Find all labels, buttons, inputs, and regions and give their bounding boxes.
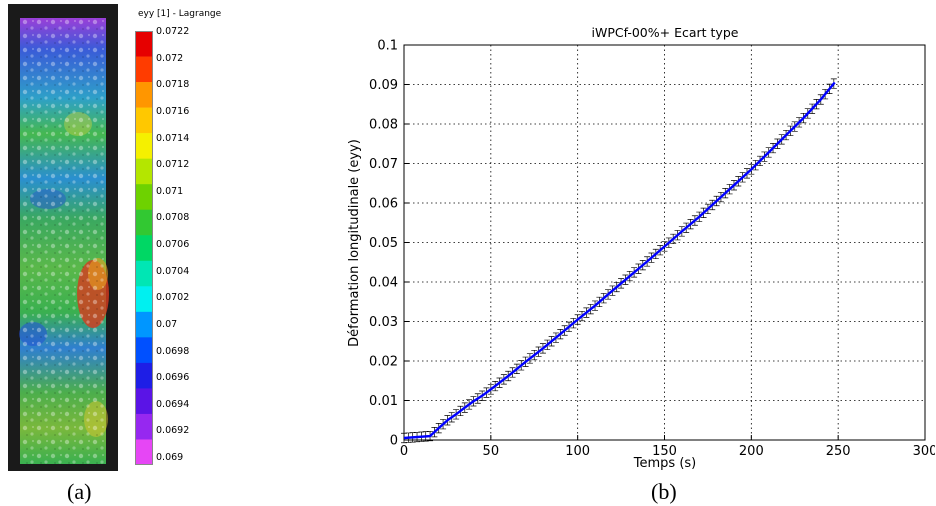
colorbar-segment (135, 31, 153, 57)
error-bars (401, 78, 837, 444)
x-tick-label: 0 (400, 444, 408, 459)
colorbar-title: eyy [1] - Lagrange (138, 9, 222, 19)
x-tick-label: 300 (913, 444, 935, 459)
x-tick-label: 50 (483, 444, 500, 459)
y-tick-label: 0.05 (369, 236, 398, 251)
colorbar-tick-label: 0.0714 (156, 132, 190, 144)
y-tick-label: 0.02 (369, 355, 398, 370)
series-line (403, 81, 836, 440)
colorbar-segment (135, 337, 153, 364)
colorbar-tick-label: 0.0716 (156, 105, 190, 117)
axis-ticks: 0 50 100 150 200 250 300 0 0.01 0.02 0.03 0.04 0.05 0… (369, 39, 935, 460)
colorbar-segment (135, 82, 153, 108)
colorbar-tick-label: 0.0702 (156, 292, 190, 304)
colorbar-tick-label: 0.0706 (156, 239, 190, 250)
x-tick-label: 150 (652, 444, 677, 459)
colorbar-tick-label: 0.071 (156, 185, 184, 197)
colorbar-segment (135, 184, 153, 211)
panel-a: eyy [1] - Lagrange 0.0722 0.072 0.0718 0.07… (0, 0, 240, 506)
colorbar-tick-label: 0.0708 (156, 212, 190, 224)
y-tick-label: 0.03 (369, 315, 398, 330)
y-tick-label: 0 (390, 434, 398, 449)
colorbar-tick-label: 0.0692 (156, 425, 190, 437)
x-tick-label: 100 (565, 444, 590, 459)
colorbar-tick-label: 0.0718 (156, 79, 190, 91)
colorbar-tick-label: 0.0694 (156, 398, 190, 410)
colorbar-segment (135, 388, 153, 415)
y-tick-label: 0.1 (377, 39, 398, 54)
y-tick-label: 0.06 (369, 197, 398, 212)
chart-title: iWPCf-00%+ Ecart type (592, 25, 739, 40)
y-tick-label: 0.08 (369, 118, 398, 133)
y-tick-label: 0.04 (369, 276, 398, 291)
colorbar-tick-label: 0.07 (156, 318, 178, 330)
colorbar-tick-label: 0.0696 (156, 372, 190, 384)
caption-a: (a) (67, 479, 92, 504)
colorbar-tick-label: 0.069 (156, 452, 184, 463)
colorbar-segment (135, 286, 153, 313)
colorbar-tick-label: 0.0712 (156, 159, 190, 171)
y-axis-label: Déformation longitudinale (eyy) (347, 139, 362, 347)
colorbar-segment (135, 133, 153, 159)
chart-grid (404, 45, 925, 440)
colorbar-tick-label: 0.072 (156, 52, 184, 64)
colorbar-tick-label: 0.0722 (156, 26, 190, 37)
x-tick-label: 200 (739, 444, 764, 459)
colorbar-segment (135, 209, 153, 236)
colorbar-segment (135, 235, 153, 262)
colorbar (135, 31, 153, 465)
x-axis-label: Temps (s) (633, 456, 696, 470)
strain-time-chart: 0 50 100 150 200 250 300 0 0.01 0.02 0.03 0.04 0.05 0… (347, 25, 935, 470)
colorbar-tick-label: 0.0704 (156, 265, 190, 277)
colorbar-segment (135, 56, 153, 83)
colorbar-segment (135, 413, 153, 440)
colorbar-segment (135, 311, 153, 338)
colorbar-segment (135, 439, 153, 465)
colorbar-segment (135, 362, 153, 389)
colorbar-segment (135, 158, 153, 185)
colorbar-segment (135, 107, 153, 134)
x-tick-label: 250 (826, 444, 851, 459)
strain-field-image (8, 4, 118, 471)
colorbar-tick-label: 0.0698 (156, 345, 190, 357)
caption-b: (b) (651, 479, 677, 504)
y-tick-label: 0.07 (369, 157, 398, 172)
y-tick-label: 0.01 (369, 394, 398, 409)
colorbar-border (135, 31, 153, 465)
colorbar-segment (135, 260, 153, 287)
y-tick-label: 0.09 (369, 78, 398, 93)
